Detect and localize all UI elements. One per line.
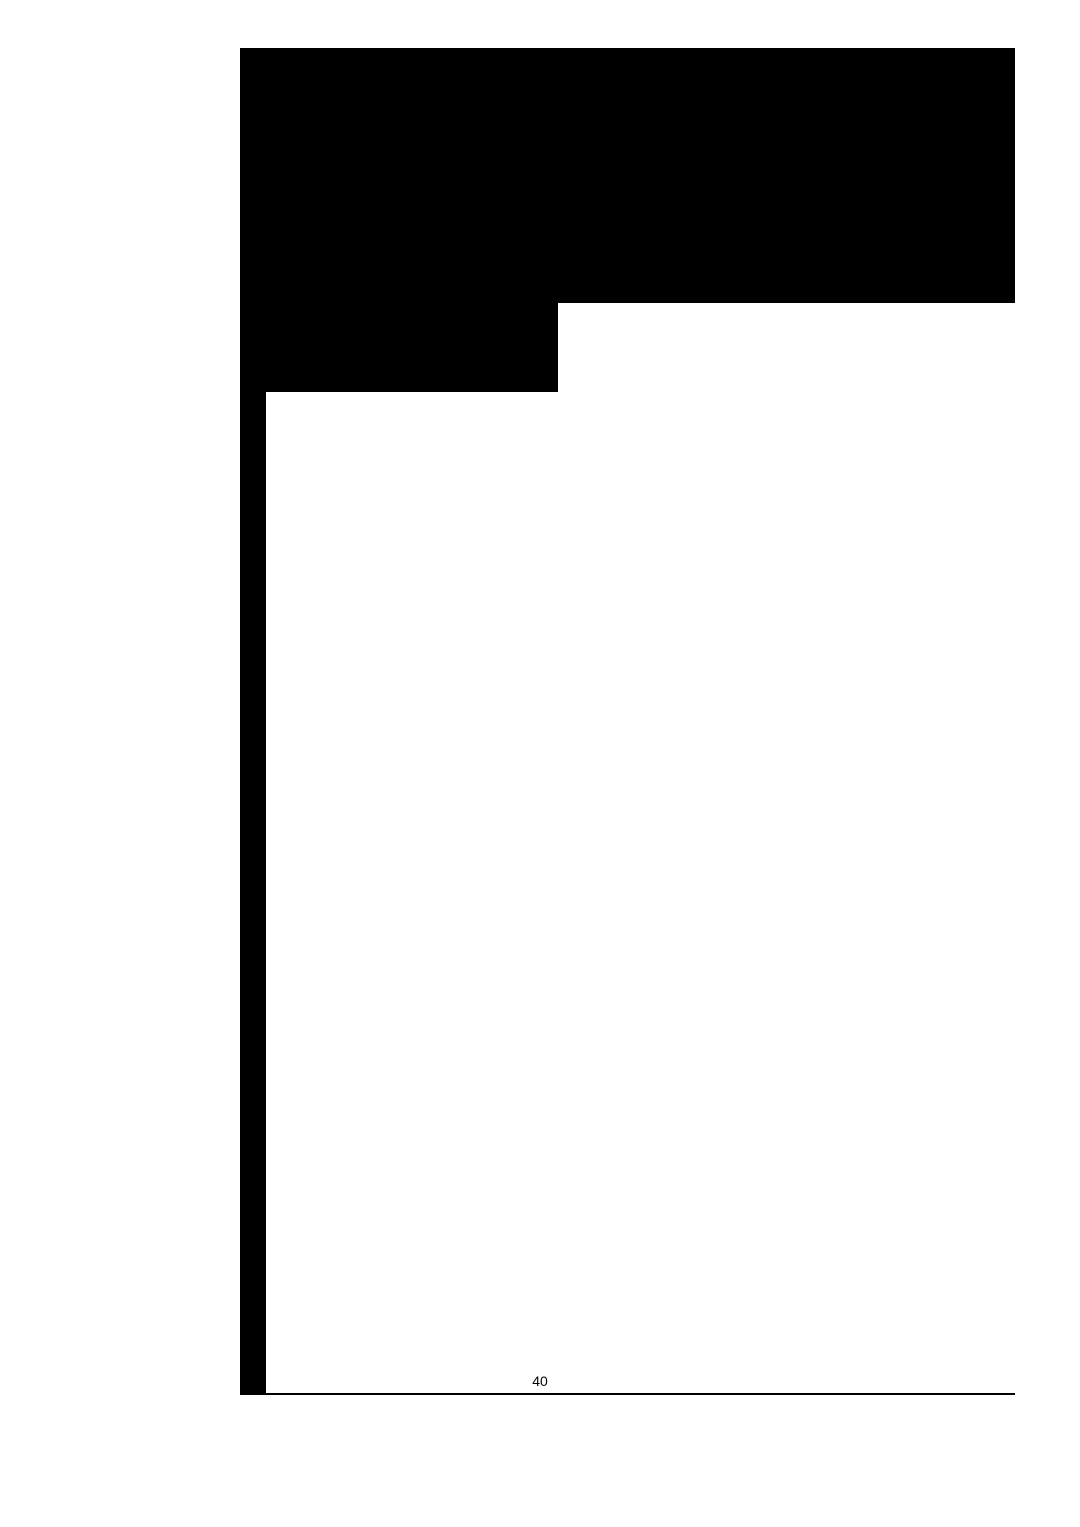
manual-page: Sound Adjustment When adjusting sound to… [0, 0, 1080, 1527]
page-number: 40 [0, 1373, 1080, 1389]
header-band [240, 48, 1015, 303]
